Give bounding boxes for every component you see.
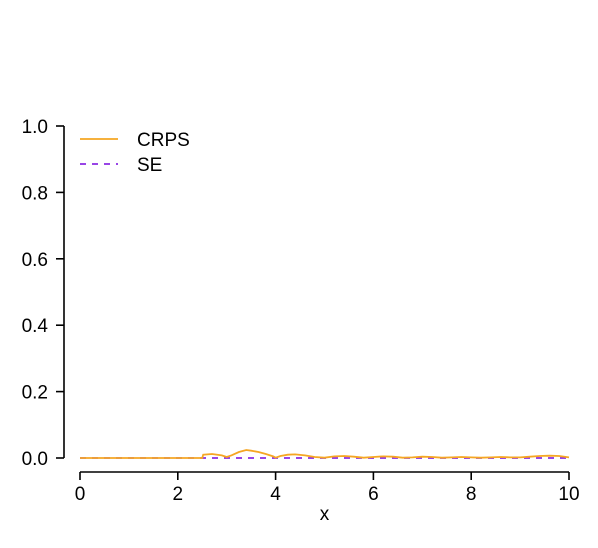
plot-area (80, 449, 570, 459)
x-axis: 0 2 4 6 8 10 (75, 471, 580, 505)
x-tick-label: 2 (173, 484, 184, 505)
legend-label-se: SE (137, 155, 162, 176)
legend-label-crps: CRPS (137, 130, 190, 151)
y-tick-label: 0.6 (22, 250, 48, 271)
x-tick-label: 6 (368, 484, 379, 505)
x-tick-label: 0 (75, 484, 86, 505)
y-tick-label: 0.8 (22, 183, 48, 204)
x-tick-label: 10 (558, 484, 579, 505)
y-axis: 0.0 0.2 0.4 0.6 0.8 1.0 (22, 117, 65, 470)
x-axis-title: x (320, 504, 330, 525)
y-tick-label: 1.0 (22, 117, 48, 138)
x-tick-label: 4 (270, 484, 281, 505)
series-line-crps (80, 449, 570, 459)
legend: CRPS SE (80, 130, 190, 176)
x-tick-label: 8 (466, 484, 477, 505)
y-tick-label: 0.2 (22, 383, 48, 404)
y-tick-label: 0.0 (22, 449, 48, 470)
y-tick-label: 0.4 (22, 316, 49, 337)
